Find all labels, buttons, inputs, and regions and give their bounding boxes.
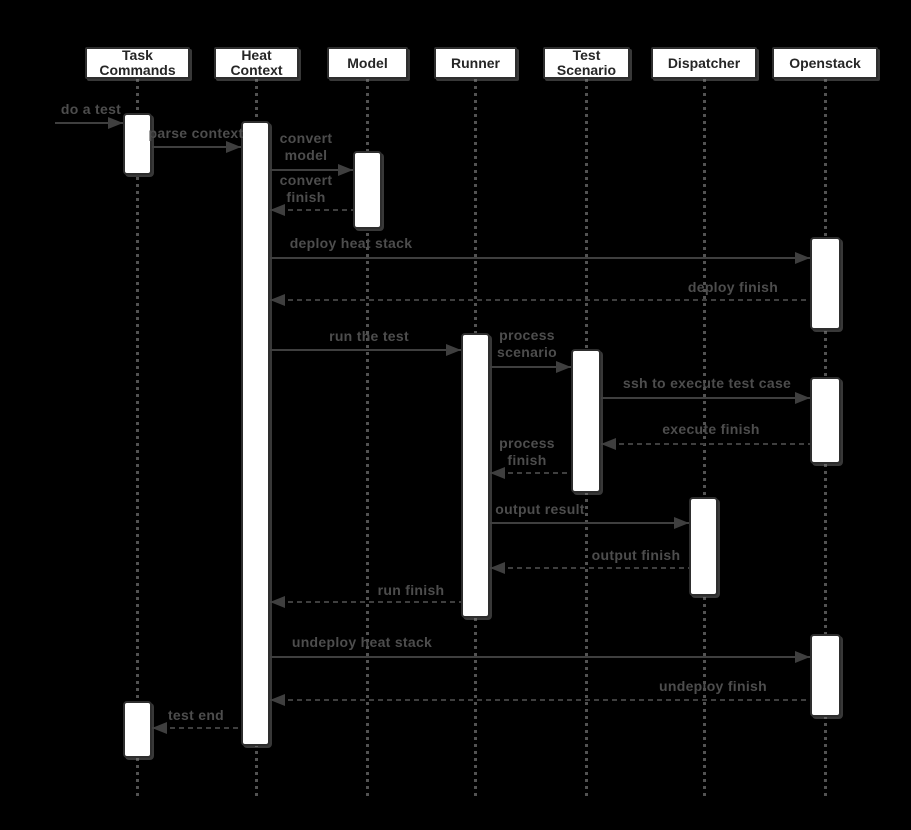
participant-model: Model	[327, 47, 408, 79]
message-line	[270, 601, 461, 603]
message-line	[270, 257, 810, 259]
arrowhead-icon	[674, 517, 689, 529]
participant-task-commands: Task Commands	[85, 47, 190, 79]
message-label: deploy heat stack	[289, 235, 413, 251]
message-line	[152, 727, 241, 729]
message-label: output result	[495, 501, 585, 517]
message-label: convert model	[279, 130, 333, 163]
message-line	[490, 522, 689, 524]
arrowhead-icon	[795, 651, 810, 663]
arrowhead-icon	[270, 204, 285, 216]
message-label: run finish	[377, 582, 445, 598]
message-line	[270, 209, 353, 211]
message-line	[270, 699, 810, 701]
activation-task-commands	[123, 701, 152, 758]
message-label: convert finish	[279, 172, 333, 205]
message-label: process scenario	[497, 327, 557, 360]
message-line	[270, 299, 810, 301]
activation-openstack	[810, 377, 841, 464]
activation-model	[353, 151, 382, 229]
arrowhead-icon	[795, 392, 810, 404]
participant-heat-context: Heat Context	[214, 47, 299, 79]
message-line	[490, 472, 571, 474]
activation-runner	[461, 333, 490, 618]
arrowhead-icon	[338, 164, 353, 176]
message-label: execute finish	[662, 421, 760, 437]
activation-task-commands	[123, 113, 152, 175]
message-line	[270, 349, 461, 351]
message-label: do a test	[60, 101, 122, 117]
arrowhead-icon	[490, 467, 505, 479]
message-label: undeploy finish	[659, 678, 767, 694]
message-line	[152, 146, 241, 148]
message-line	[55, 122, 123, 124]
message-line	[601, 397, 810, 399]
message-label: output finish	[591, 547, 681, 563]
message-label: parse context	[148, 125, 244, 141]
message-line	[490, 567, 689, 569]
lifeline-model	[366, 79, 369, 798]
message-label: run the test	[329, 328, 409, 344]
activation-openstack	[810, 634, 841, 717]
message-line	[601, 443, 810, 445]
message-line	[270, 656, 810, 658]
message-line	[270, 169, 353, 171]
lifeline-dispatcher	[703, 79, 706, 798]
arrowhead-icon	[795, 252, 810, 264]
arrowhead-icon	[152, 722, 167, 734]
activation-heat-context	[241, 121, 270, 746]
arrowhead-icon	[226, 141, 241, 153]
arrowhead-icon	[490, 562, 505, 574]
arrowhead-icon	[270, 294, 285, 306]
participant-test-scenario: Test Scenario	[543, 47, 630, 79]
activation-test-scenario	[571, 349, 601, 493]
message-label: deploy finish	[687, 279, 779, 295]
message-label: undeploy heat stack	[291, 634, 433, 650]
message-label: test end	[167, 707, 225, 723]
message-line	[490, 366, 571, 368]
arrowhead-icon	[556, 361, 571, 373]
message-label: process finish	[499, 435, 555, 468]
activation-dispatcher	[689, 497, 718, 596]
arrowhead-icon	[270, 596, 285, 608]
arrowhead-icon	[108, 117, 123, 129]
participant-dispatcher: Dispatcher	[651, 47, 757, 79]
participant-runner: Runner	[434, 47, 517, 79]
participant-openstack: Openstack	[772, 47, 878, 79]
arrowhead-icon	[270, 694, 285, 706]
arrowhead-icon	[601, 438, 616, 450]
message-label: ssh to execute test case	[622, 375, 792, 391]
lifeline-task-commands	[136, 79, 139, 798]
arrowhead-icon	[446, 344, 461, 356]
activation-openstack	[810, 237, 841, 330]
